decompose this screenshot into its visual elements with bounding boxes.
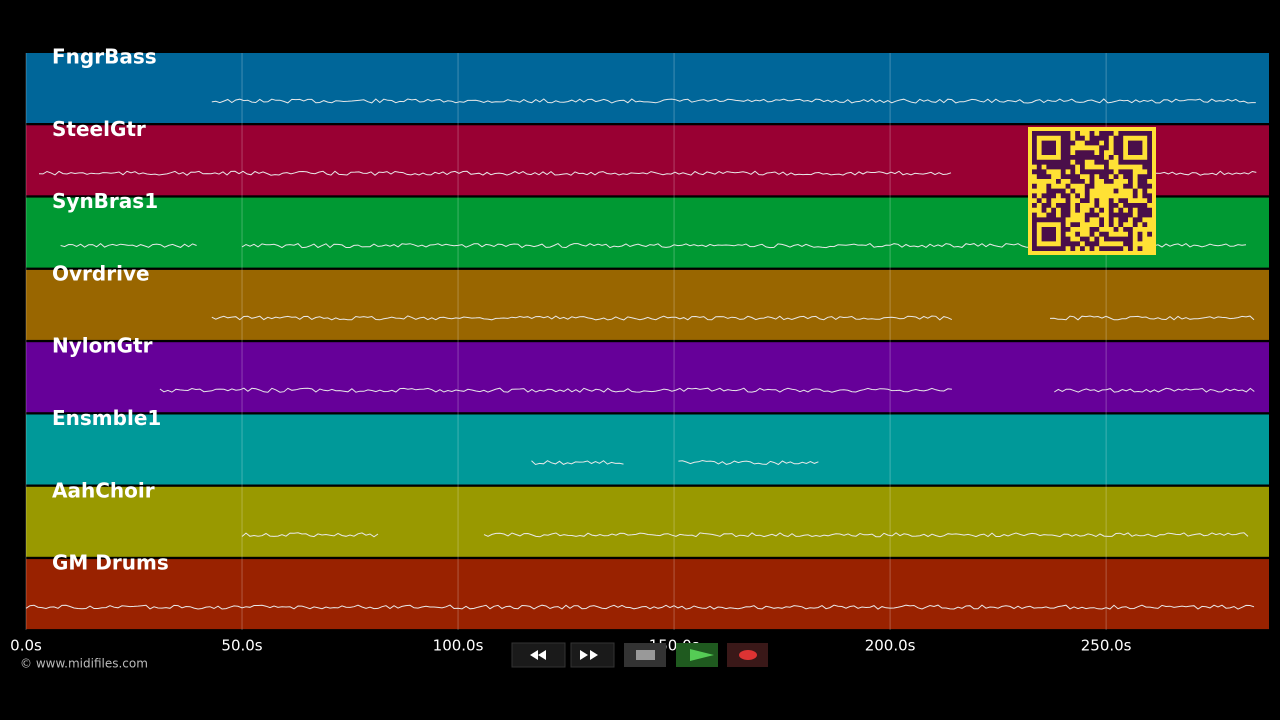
track-row (26, 559, 1269, 630)
tick-label: 250.0s (1081, 637, 1132, 655)
note-segment (25, 604, 1255, 610)
tick-label: 200.0s (865, 637, 916, 655)
track-row (26, 269, 1269, 340)
time-axis: 0.0s 50.0s 100.0s 150.0s 200.0s 250.0s (10, 637, 1132, 655)
track-name: SteelGtr (52, 117, 146, 141)
note-segment (483, 532, 1249, 538)
note-segment (241, 532, 379, 538)
track-row (26, 486, 1269, 557)
note-segment (211, 98, 1256, 104)
track-name: NylonGtr (52, 334, 153, 358)
tick-label: 50.0s (221, 637, 262, 655)
track-name: GM Drums (52, 551, 169, 575)
grid (25, 53, 1107, 630)
note-segment (678, 459, 819, 466)
qr-modules (1032, 131, 1152, 251)
note-segment (1049, 315, 1255, 321)
track-name: Ensmble1 (52, 406, 161, 430)
track-row (26, 53, 1269, 123)
note-segment (38, 170, 952, 176)
stop-button[interactable] (624, 643, 666, 667)
play-button[interactable] (676, 643, 718, 667)
fast-forward-button[interactable] (570, 642, 615, 668)
note-segment (1054, 387, 1255, 393)
track-name: FngrBass (52, 45, 157, 69)
note-segment (60, 242, 197, 248)
rewind-button[interactable] (511, 642, 566, 668)
note-segment (211, 315, 953, 321)
transport-controls (511, 642, 768, 668)
track-name: SynBras1 (52, 189, 158, 213)
track-name: Ovrdrive (52, 261, 150, 285)
track-labels: FngrBass SteelGtr SynBras1 Ovrdrive NylonGtr… (52, 45, 169, 575)
record-button[interactable] (727, 643, 768, 667)
track-name: AahChoir (52, 478, 155, 502)
note-segment (159, 387, 952, 393)
track-row (26, 414, 1269, 485)
tick-label: 100.0s (433, 637, 484, 655)
qr-code (1028, 127, 1156, 255)
note-segment (531, 460, 624, 466)
credit: © www.midifiles.com (20, 657, 148, 671)
track-row (26, 342, 1269, 413)
tick-label: 0.0s (10, 637, 42, 655)
